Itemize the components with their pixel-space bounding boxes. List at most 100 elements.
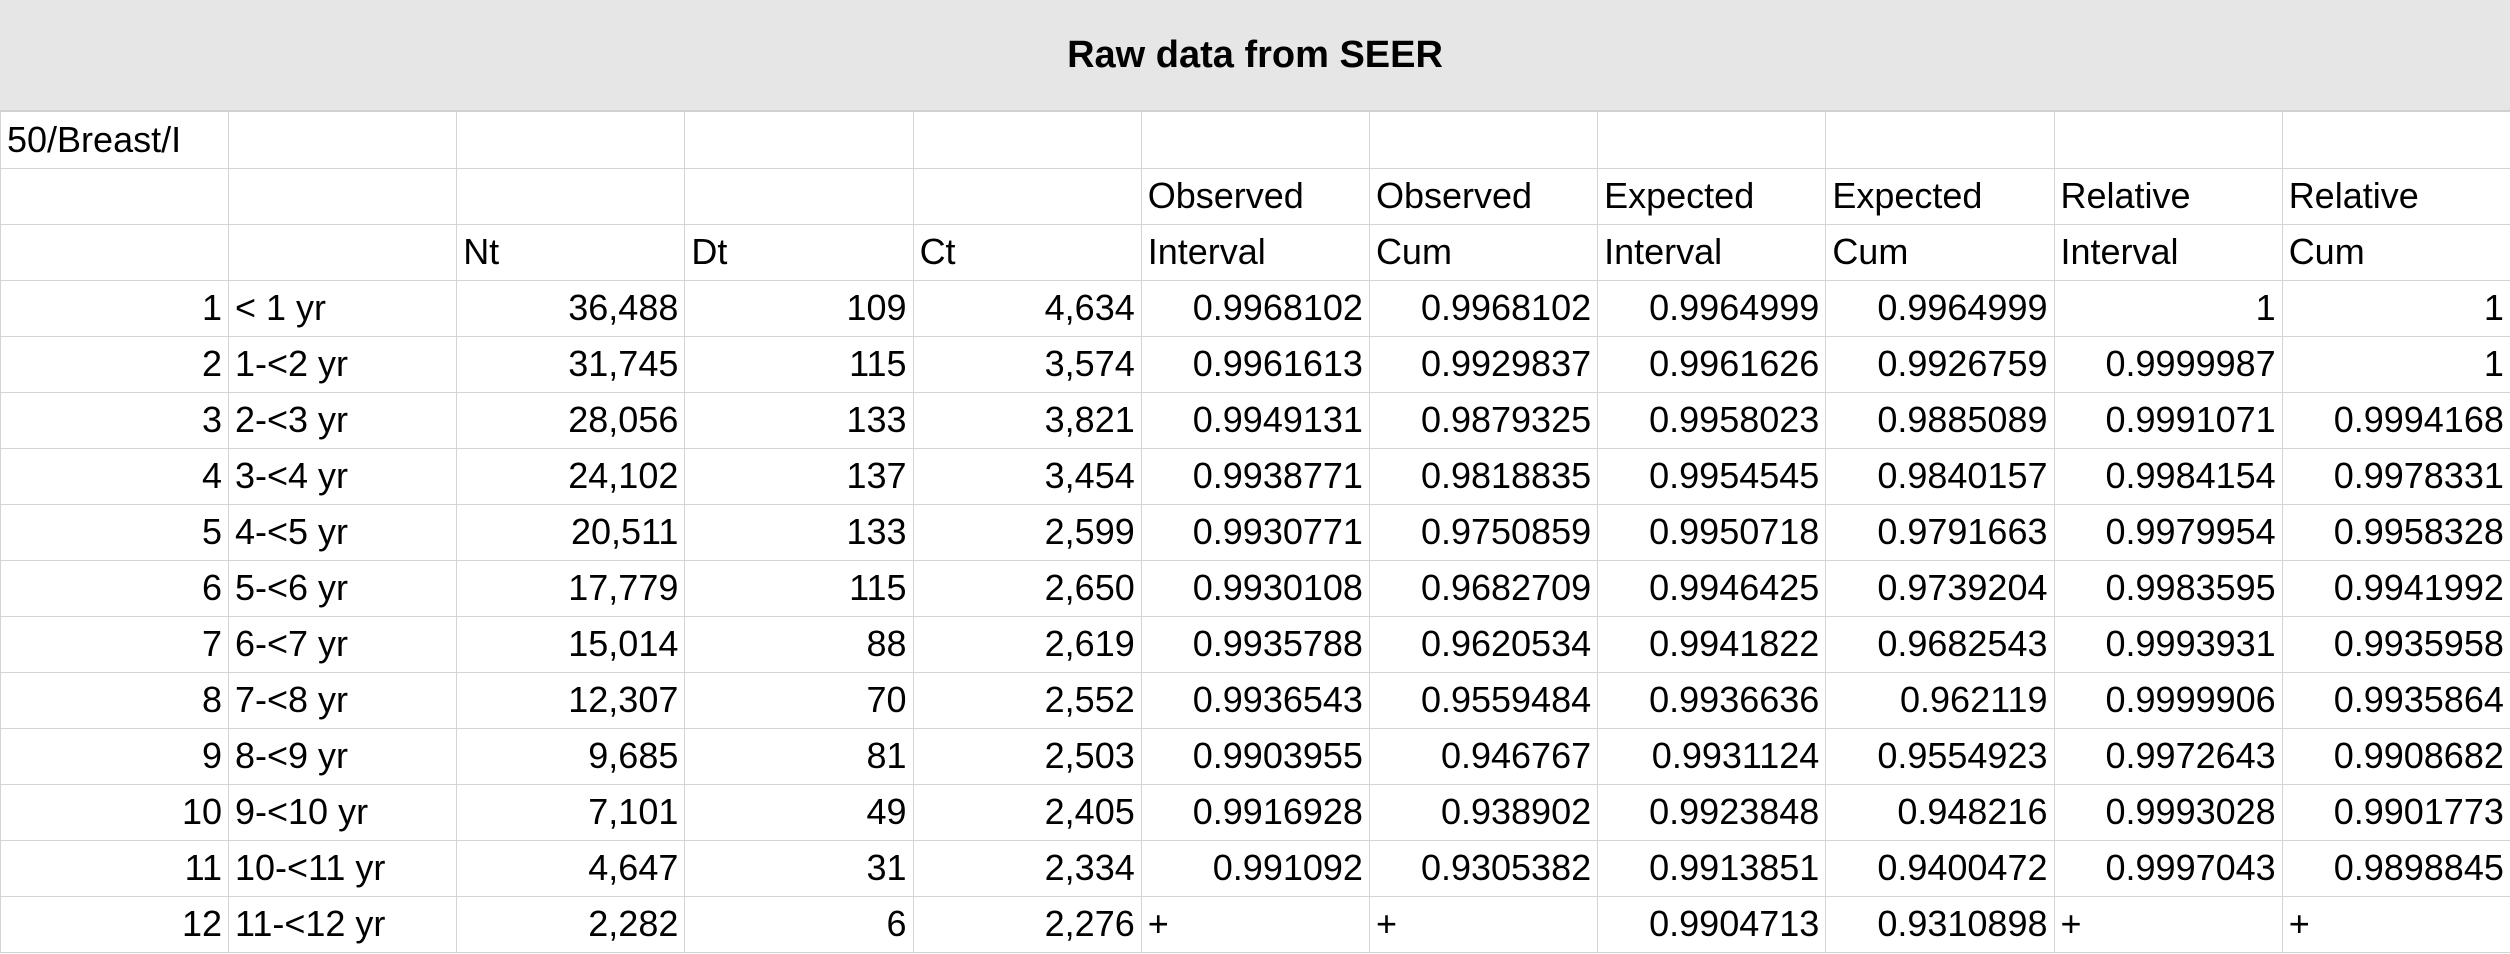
- grid-cell[interactable]: 0.9929837: [1368, 335, 1599, 393]
- grid-cell[interactable]: 0.9791663: [1825, 503, 2055, 561]
- grid-cell[interactable]: 0.9818835: [1368, 447, 1599, 505]
- grid-cell[interactable]: < 1 yr: [227, 279, 458, 337]
- grid-cell[interactable]: Ct: [912, 223, 1142, 281]
- grid-cell[interactable]: 0.9885089: [1825, 391, 2055, 449]
- grid-cell[interactable]: 4-<5 yr: [227, 503, 458, 561]
- grid-cell[interactable]: 109: [684, 279, 914, 337]
- grid-cell[interactable]: 88: [684, 615, 914, 673]
- grid-cell[interactable]: 0.9999987: [2053, 335, 2283, 393]
- grid-cell[interactable]: 0.9983595: [2053, 559, 2283, 617]
- grid-cell[interactable]: Cum: [2281, 223, 2510, 281]
- grid-cell[interactable]: Observed: [1368, 167, 1599, 225]
- grid-cell[interactable]: 0.9903955: [1140, 727, 1370, 785]
- grid-cell[interactable]: 0.9968102: [1140, 279, 1370, 337]
- grid-cell[interactable]: 0.9750859: [1368, 503, 1599, 561]
- grid-cell[interactable]: 0.9930108: [1140, 559, 1370, 617]
- grid-cell[interactable]: [1368, 112, 1599, 169]
- grid-cell[interactable]: [0, 167, 229, 225]
- grid-cell[interactable]: 0.9739204: [1825, 559, 2055, 617]
- grid-cell[interactable]: 2,282: [456, 895, 686, 953]
- grid-cell[interactable]: 6: [684, 895, 914, 953]
- grid-cell[interactable]: [1825, 112, 2055, 169]
- grid-cell[interactable]: 0.9935864: [2281, 671, 2510, 729]
- grid-cell[interactable]: 0.9938771: [1140, 447, 1370, 505]
- grid-cell[interactable]: 0.9898845: [2281, 839, 2510, 897]
- grid-cell[interactable]: 115: [684, 559, 914, 617]
- grid-cell[interactable]: Expected: [1825, 167, 2055, 225]
- grid-cell[interactable]: 0.9954545: [1597, 447, 1827, 505]
- grid-cell[interactable]: 20,511: [456, 503, 686, 561]
- grid-cell[interactable]: [2281, 112, 2510, 169]
- grid-cell[interactable]: 0.9908682: [2281, 727, 2510, 785]
- grid-cell[interactable]: Cum: [1368, 223, 1599, 281]
- grid-cell[interactable]: 0.9993028: [2053, 783, 2283, 841]
- grid-cell[interactable]: 0.9964999: [1825, 279, 2055, 337]
- grid-cell[interactable]: 2,405: [912, 783, 1142, 841]
- grid-cell[interactable]: 9: [0, 727, 229, 785]
- grid-cell[interactable]: 0.9931124: [1597, 727, 1827, 785]
- grid-cell[interactable]: [1597, 112, 1827, 169]
- grid-cell[interactable]: 0.946767: [1368, 727, 1599, 785]
- grid-cell[interactable]: 0.9941822: [1597, 615, 1827, 673]
- grid-cell[interactable]: [227, 112, 458, 169]
- grid-cell[interactable]: [227, 223, 458, 281]
- grid-cell[interactable]: 0.991092: [1140, 839, 1370, 897]
- grid-cell[interactable]: 2,503: [912, 727, 1142, 785]
- grid-cell[interactable]: +: [1368, 895, 1599, 953]
- grid-cell[interactable]: 0.9310898: [1825, 895, 2055, 953]
- grid-cell[interactable]: Interval: [2053, 223, 2283, 281]
- grid-cell[interactable]: Nt: [456, 223, 686, 281]
- grid-cell[interactable]: 0.9879325: [1368, 391, 1599, 449]
- grid-cell[interactable]: 0.9979954: [2053, 503, 2283, 561]
- grid-cell[interactable]: 12: [0, 895, 229, 953]
- grid-cell[interactable]: 15,014: [456, 615, 686, 673]
- grid-cell[interactable]: +: [2053, 895, 2283, 953]
- grid-cell[interactable]: 0.9946425: [1597, 559, 1827, 617]
- grid-cell[interactable]: 0.9941992: [2281, 559, 2510, 617]
- grid-cell[interactable]: 1: [2281, 279, 2510, 337]
- title-cell[interactable]: Raw data from SEER: [0, 0, 2510, 112]
- grid-cell[interactable]: 0.9958328: [2281, 503, 2510, 561]
- grid-cell[interactable]: 0.9999906: [2053, 671, 2283, 729]
- grid-cell[interactable]: 0.9978331: [2281, 447, 2510, 505]
- grid-cell[interactable]: 7: [0, 615, 229, 673]
- grid-cell[interactable]: 28,056: [456, 391, 686, 449]
- grid-cell[interactable]: 4: [0, 447, 229, 505]
- grid-cell[interactable]: 12,307: [456, 671, 686, 729]
- grid-cell[interactable]: 0.9935788: [1140, 615, 1370, 673]
- grid-cell[interactable]: 1: [2281, 335, 2510, 393]
- grid-cell[interactable]: 0.9620534: [1368, 615, 1599, 673]
- grid-cell[interactable]: Expected: [1597, 167, 1827, 225]
- grid-cell[interactable]: 115: [684, 335, 914, 393]
- grid-cell[interactable]: 10-<11 yr: [227, 839, 458, 897]
- grid-cell[interactable]: 1: [0, 279, 229, 337]
- grid-cell[interactable]: 31: [684, 839, 914, 897]
- grid-cell[interactable]: Interval: [1140, 223, 1370, 281]
- grid-cell[interactable]: 137: [684, 447, 914, 505]
- grid-cell[interactable]: 0.9901773: [2281, 783, 2510, 841]
- grid-cell[interactable]: 0.962119: [1825, 671, 2055, 729]
- grid-cell[interactable]: 1: [2053, 279, 2283, 337]
- grid-cell[interactable]: 0.9936636: [1597, 671, 1827, 729]
- grid-cell[interactable]: 24,102: [456, 447, 686, 505]
- grid-cell[interactable]: 2: [0, 335, 229, 393]
- grid-cell[interactable]: 0.9968102: [1368, 279, 1599, 337]
- grid-cell[interactable]: 6-<7 yr: [227, 615, 458, 673]
- grid-cell[interactable]: 133: [684, 503, 914, 561]
- grid-cell[interactable]: 9-<10 yr: [227, 783, 458, 841]
- grid-cell[interactable]: [1140, 112, 1370, 169]
- grid-cell[interactable]: 0.9994168: [2281, 391, 2510, 449]
- grid-cell[interactable]: 0.9993931: [2053, 615, 2283, 673]
- grid-cell[interactable]: 133: [684, 391, 914, 449]
- grid-cell[interactable]: 2,650: [912, 559, 1142, 617]
- grid-cell[interactable]: 0.9991071: [2053, 391, 2283, 449]
- grid-cell[interactable]: 0.9400472: [1825, 839, 2055, 897]
- grid-cell[interactable]: [912, 167, 1142, 225]
- grid-cell[interactable]: Dt: [684, 223, 914, 281]
- grid-cell[interactable]: 3,454: [912, 447, 1142, 505]
- grid-cell[interactable]: 2,334: [912, 839, 1142, 897]
- grid-cell[interactable]: 81: [684, 727, 914, 785]
- grid-cell[interactable]: [2053, 112, 2283, 169]
- grid-cell[interactable]: 0.9935958: [2281, 615, 2510, 673]
- grid-cell[interactable]: 0.9904713: [1597, 895, 1827, 953]
